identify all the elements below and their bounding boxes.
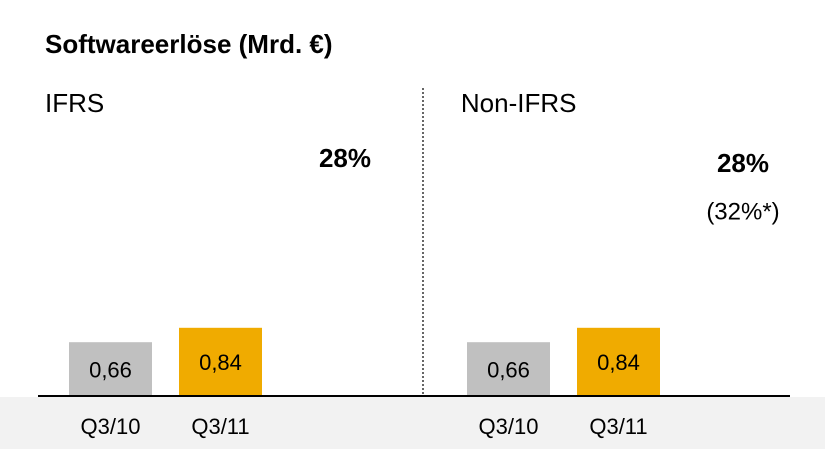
annotation: (32%*) [706, 198, 779, 225]
value-label: 0,66 [89, 357, 132, 382]
x-tick-label: Q3/10 [479, 414, 539, 439]
bar [69, 342, 152, 395]
panel-title: IFRS [45, 88, 104, 118]
value-label: 0,66 [487, 357, 530, 382]
annotation: 28% [319, 143, 371, 173]
bar [179, 327, 262, 395]
value-label: 0,84 [199, 350, 242, 375]
annotation: 28% [717, 148, 769, 178]
x-tick-label: Q3/11 [589, 414, 647, 439]
chart-title: Softwareerlöse (Mrd. €) [45, 29, 333, 59]
panel-title: Non-IFRS [461, 88, 577, 118]
x-tick-label: Q3/10 [81, 414, 141, 439]
bar [467, 342, 550, 395]
footer-band [0, 397, 825, 449]
value-label: 0,84 [597, 350, 640, 375]
bar [577, 327, 660, 395]
x-tick-label: Q3/11 [191, 414, 249, 439]
